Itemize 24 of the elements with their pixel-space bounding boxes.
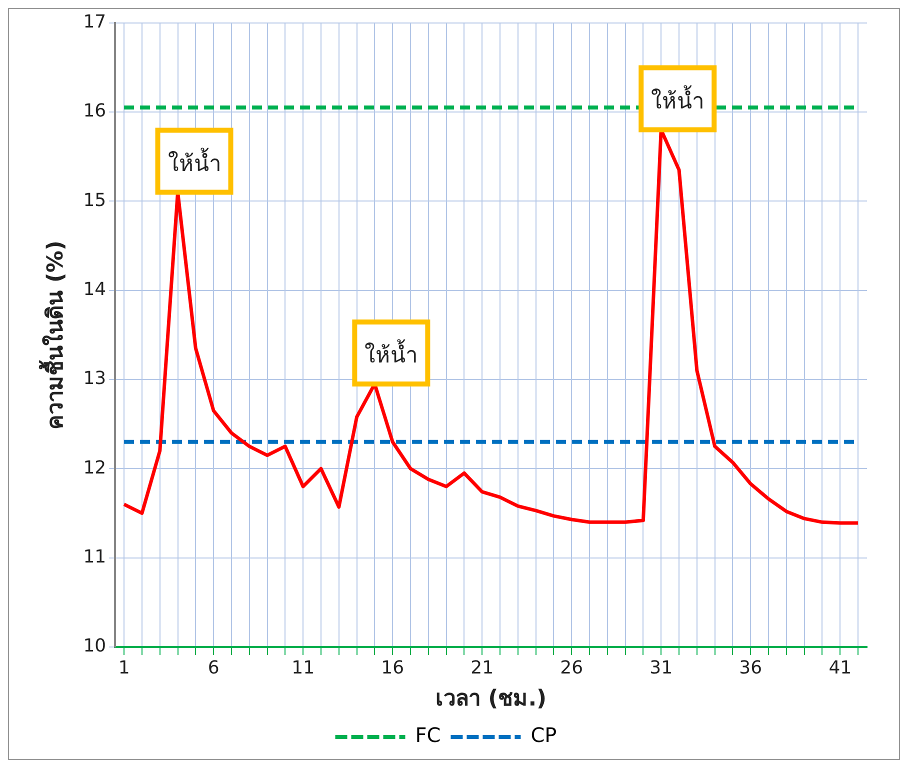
x-tick-label: 31	[650, 657, 673, 678]
x-tick-label: 6	[208, 657, 220, 678]
x-tick-label: 16	[381, 657, 404, 678]
y-tick-label: 16	[83, 100, 106, 122]
annotation: ให้น้ำ	[651, 86, 704, 115]
y-tick-label: 13	[83, 368, 106, 390]
x-tick-label: 26	[560, 657, 584, 678]
y-tick-label: 12	[83, 457, 106, 478]
x-tick-label: 36	[739, 657, 762, 678]
annotation: ให้น้ำ	[168, 148, 221, 177]
y-tick-label: 15	[83, 190, 106, 211]
x-tick-label: 1	[118, 657, 130, 678]
legend-label: CP	[530, 723, 557, 748]
x-tick-label: 21	[470, 657, 494, 678]
y-tick-label: 14	[83, 278, 106, 300]
x-axis-title: เวลา (ชม.)	[435, 686, 547, 712]
y-tick-label: 11	[83, 546, 106, 568]
y-axis-title: ความชื้นในดิน (%)	[38, 240, 68, 430]
annotation: ให้น้ำ	[364, 340, 418, 369]
x-tick-label: 41	[828, 657, 852, 678]
legend-label: FC	[415, 723, 441, 748]
y-tick-label: 17	[83, 11, 106, 32]
y-tick-label: 10	[83, 636, 106, 657]
x-tick-label: 11	[292, 657, 315, 678]
